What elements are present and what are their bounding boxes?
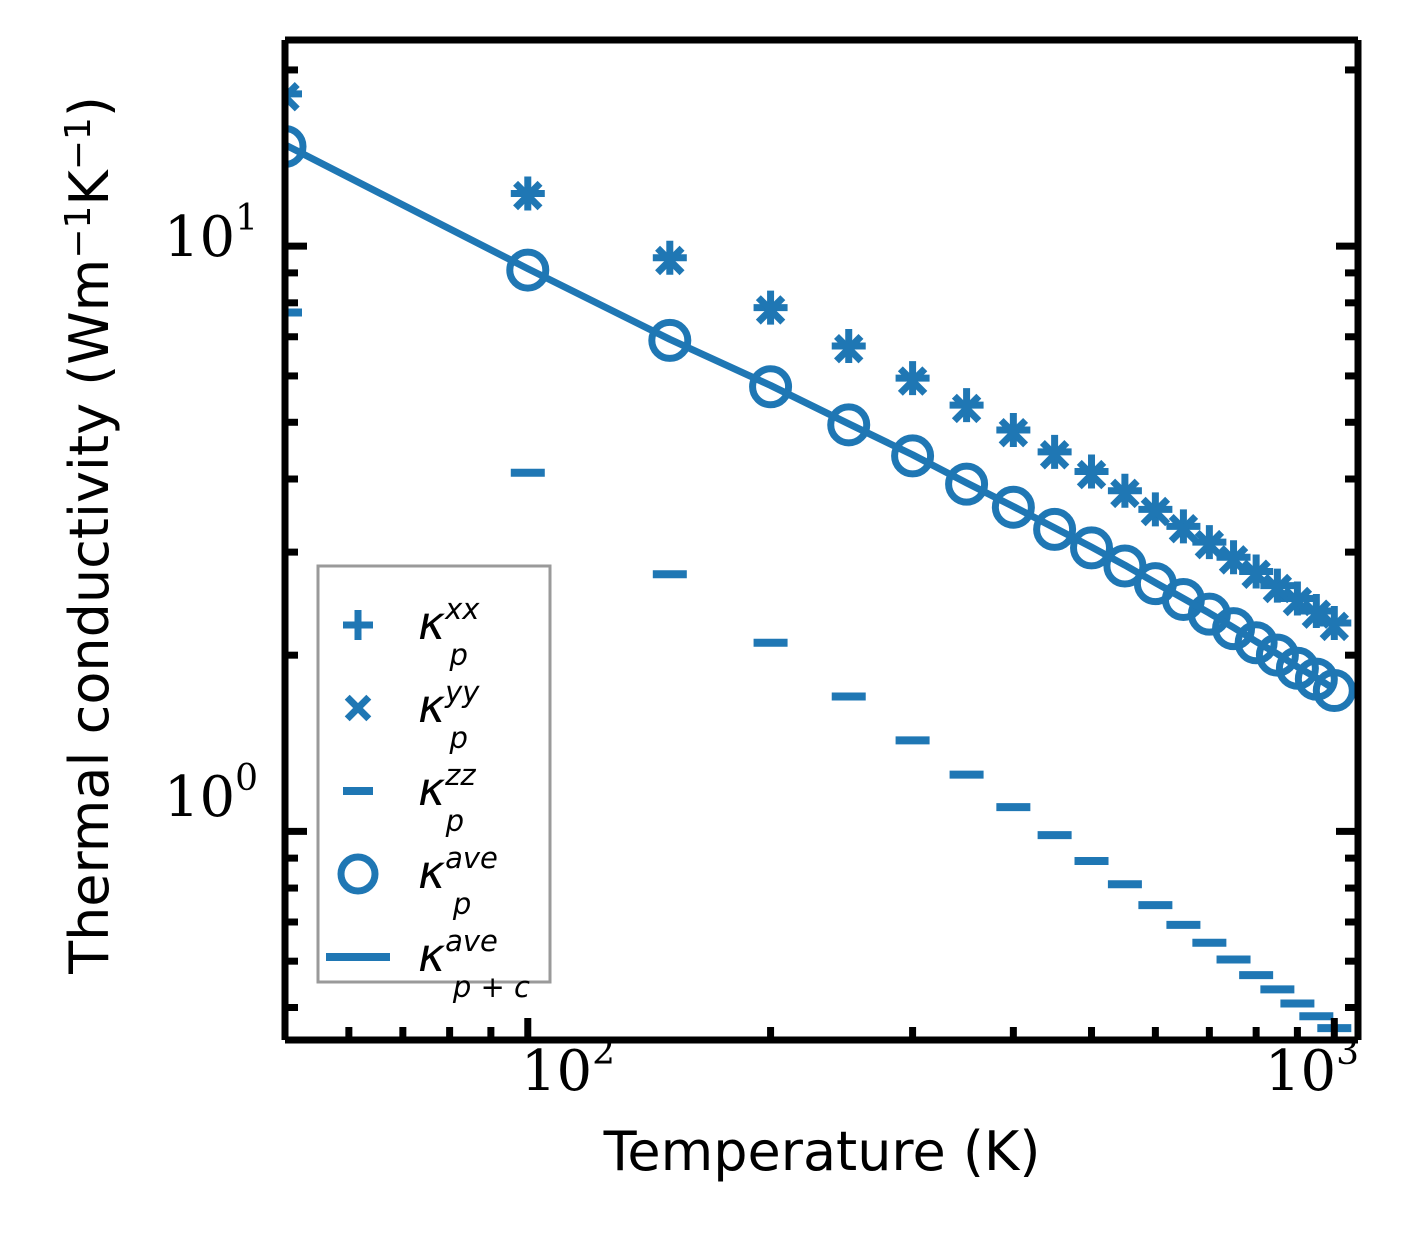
- marker-cross: [755, 295, 786, 325]
- marker-cross: [1319, 611, 1350, 642]
- series-3: [285, 124, 1356, 713]
- svg-text:Temperature (K): Temperature (K): [603, 1120, 1041, 1183]
- series-1: [285, 81, 1350, 642]
- marker-circle: [285, 124, 307, 168]
- y-tick-label-1e1: 101: [164, 198, 258, 270]
- marker-cross: [1140, 496, 1171, 527]
- marker-cross: [1110, 478, 1140, 509]
- marker-cross: [1194, 529, 1225, 560]
- svg-text:103: 103: [1265, 1032, 1359, 1104]
- marker-cross: [655, 245, 685, 276]
- marker-circle: [1070, 526, 1114, 570]
- marker-circle: [827, 403, 871, 447]
- marker-circle: [945, 462, 989, 506]
- marker-cross: [1039, 440, 1070, 470]
- marker-circle: [337, 853, 379, 895]
- marker-circle: [1312, 669, 1356, 713]
- svg-text:Thermal conductivity (Wm−1K−1): Thermal conductivity (Wm−1K−1): [58, 96, 121, 975]
- marker-circle: [1033, 507, 1077, 551]
- marker-cross: [1282, 586, 1313, 617]
- svg-text:100: 100: [164, 758, 258, 830]
- legend-marker-1: [344, 694, 372, 722]
- marker-cross: [951, 393, 982, 424]
- marker-cross: [1241, 559, 1271, 589]
- y-tick-label-1e0: 100: [164, 758, 258, 830]
- marker-circle: [1103, 544, 1147, 588]
- marker-circle: [749, 365, 793, 409]
- marker-cross: [1262, 573, 1293, 604]
- series-4: [285, 141, 1337, 693]
- data-layer: [285, 76, 1356, 1033]
- marker-cross: [834, 333, 864, 364]
- x-tick-label-1e3: 103: [1265, 1032, 1359, 1104]
- y-axis-label: Thermal conductivity (Wm−1K−1): [58, 96, 121, 975]
- marker-circle: [648, 318, 692, 362]
- marker-cross: [513, 180, 543, 211]
- marker-circle: [991, 485, 1035, 529]
- marker-cross: [1301, 599, 1332, 629]
- svg-text:101: 101: [164, 198, 258, 270]
- svg-text:102: 102: [521, 1032, 615, 1104]
- series-line: [285, 141, 1337, 693]
- marker-cross: [1168, 513, 1199, 544]
- marker-cross: [897, 366, 928, 396]
- axis-ticks: [281, 66, 1358, 1040]
- axis-spines: [281, 36, 1362, 1044]
- marker-plus: [343, 610, 373, 640]
- marker-circle: [1234, 621, 1278, 665]
- legend-marker-3: [337, 853, 379, 895]
- legend-label-0: κxx p: [418, 592, 480, 672]
- legend-label-3: κave p: [418, 841, 498, 921]
- marker-cross: [285, 81, 300, 112]
- x-axis-label: Temperature (K): [603, 1120, 1041, 1183]
- x-tick-label-1e2: 102: [521, 1032, 615, 1104]
- marker-cross: [1218, 545, 1249, 575]
- legend-label-1: κyy p: [418, 675, 480, 755]
- legend-label-2: κzz p: [418, 758, 476, 838]
- marker-circle: [891, 434, 935, 478]
- marker-cross: [998, 417, 1029, 448]
- marker-cross: [344, 694, 372, 722]
- legend-label-4: κave p + c: [418, 924, 530, 1004]
- marker-circle: [506, 248, 550, 292]
- legend-marker-0: [343, 610, 373, 640]
- marker-plus: [285, 76, 302, 111]
- marker-cross: [1076, 459, 1107, 490]
